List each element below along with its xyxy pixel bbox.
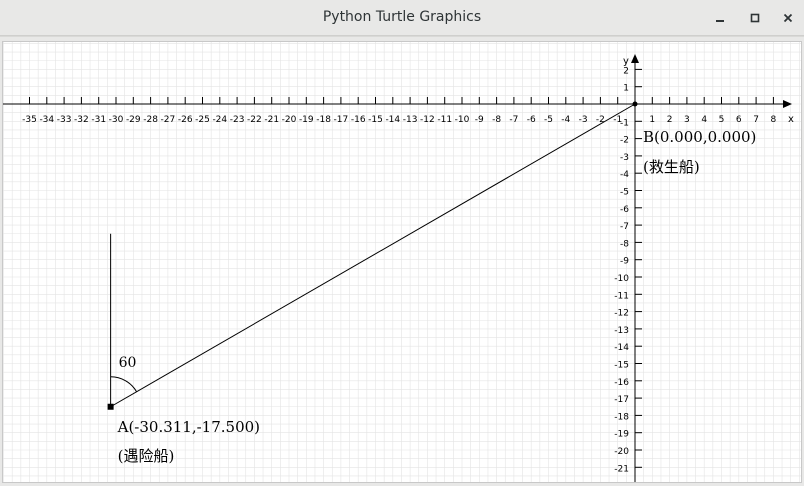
y-tick-label: -17: [614, 395, 629, 405]
x-tick-label: -4: [561, 115, 570, 125]
x-tick-label: -2: [596, 115, 605, 125]
y-tick-label: -21: [614, 464, 629, 474]
minimize-icon: [716, 20, 724, 22]
x-tick-label: -9: [475, 115, 484, 125]
angle-label: 60: [119, 355, 137, 371]
x-tick-label: -22: [247, 115, 262, 125]
x-tick-label: -17: [334, 115, 349, 125]
point-a-caption: (遇险船): [118, 447, 175, 465]
title-separator: [0, 36, 804, 41]
y-tick-label: -6: [620, 205, 629, 215]
x-tick-label: -12: [420, 115, 435, 125]
x-tick-label: -35: [22, 115, 37, 125]
x-tick-label: -29: [126, 115, 141, 125]
angle-arc: [110, 376, 138, 393]
close-icon: [783, 13, 793, 23]
y-tick-label: 2: [623, 66, 629, 76]
x-tick-label: -24: [212, 115, 227, 125]
x-tick-label: 8: [771, 115, 777, 125]
y-axis-label: y: [623, 56, 629, 67]
y-tick-label: -1: [620, 118, 629, 128]
x-tick-label: -27: [161, 115, 176, 125]
y-tick-label: -19: [614, 430, 629, 440]
x-tick-label: -3: [579, 115, 588, 125]
x-tick-label: 2: [667, 115, 673, 125]
line-a-to-b: [110, 103, 636, 408]
x-tick-label: -32: [74, 115, 89, 125]
y-tick-label: -18: [614, 412, 629, 422]
turtle-canvas[interactable]: x y -35 -34 -33 -32 -31 -30 -29 -28 -27 -26 -25 -24…: [2, 41, 802, 483]
x-tick-label: 1: [649, 115, 655, 125]
y-tick-label: -13: [614, 326, 629, 336]
x-tick-label: -23: [230, 115, 245, 125]
point-b-caption: (救生船): [643, 158, 700, 176]
x-tick-label: -13: [403, 115, 418, 125]
y-tick-label: -8: [620, 239, 629, 249]
y-tick-label: -5: [620, 188, 629, 198]
x-tick-label: -1: [613, 115, 622, 125]
x-tick-label: -16: [351, 115, 366, 125]
y-tick-label: -14: [614, 343, 629, 353]
x-tick-label: -6: [527, 115, 536, 125]
x-tick-label: -28: [143, 115, 158, 125]
y-tick-label: -10: [614, 274, 629, 284]
y-tick-label: -3: [620, 153, 629, 163]
x-tick-label: -7: [509, 115, 518, 125]
x-tick-label: -14: [385, 115, 400, 125]
y-tick-label: -9: [620, 257, 629, 267]
maximize-icon: [750, 13, 760, 23]
x-tick-label: -10: [455, 115, 470, 125]
point-a-marker: [107, 403, 114, 410]
y-tick-label: -2: [620, 136, 629, 146]
x-tick-label: -11: [437, 115, 452, 125]
x-tick-label: -18: [316, 115, 331, 125]
close-button[interactable]: [778, 8, 798, 28]
window-bottom-edge: [0, 483, 804, 486]
y-tick-label: -7: [620, 222, 629, 232]
y-tick-label: -4: [620, 170, 629, 180]
coordinate-plot: x y -35 -34 -33 -32 -31 -30 -29 -28 -27 -26 -25 -24…: [3, 42, 801, 482]
x-tick-label: -31: [91, 115, 106, 125]
x-tick-label: -30: [109, 115, 124, 125]
y-tick-label: -12: [614, 309, 629, 319]
maximize-button[interactable]: [745, 8, 765, 28]
x-tick-label: -15: [368, 115, 383, 125]
x-tick-label: 6: [736, 115, 742, 125]
x-tick-label: 5: [719, 115, 725, 125]
point-b-marker: [632, 101, 638, 107]
x-tick-label: -34: [39, 115, 54, 125]
x-tick-label: -21: [264, 115, 279, 125]
y-tick-label: -15: [614, 361, 629, 371]
y-tick-label: -20: [614, 447, 629, 457]
axis-ticks: -35 -34 -33 -32 -31 -30 -29 -28 -27 -26 -25 -24 -23-…: [22, 66, 776, 474]
turtle-drawing: 60 A(-30.311,-17.500) (遇险船) B(0.000,0.00…: [107, 101, 756, 465]
minimize-button[interactable]: [710, 8, 730, 28]
y-tick-label: 1: [623, 84, 629, 94]
x-tick-label: -5: [544, 115, 553, 125]
x-tick-label: -33: [57, 115, 72, 125]
x-tick-label: -26: [178, 115, 193, 125]
point-a-label: A(-30.311,-17.500): [117, 418, 260, 436]
title-bar[interactable]: Python Turtle Graphics: [0, 0, 804, 36]
window-title: Python Turtle Graphics: [322, 9, 482, 25]
x-tick-label: -25: [195, 115, 210, 125]
x-tick-label: 7: [753, 115, 759, 125]
y-axis-arrow: [631, 54, 639, 63]
x-tick-label: -20: [282, 115, 297, 125]
y-tick-label: -11: [614, 291, 629, 301]
x-axis-arrow: [783, 100, 792, 108]
x-tick-label: -19: [299, 115, 314, 125]
x-tick-label: 4: [701, 115, 707, 125]
y-tick-label: -16: [614, 378, 629, 388]
point-b-label: B(0.000,0.000): [643, 128, 756, 146]
x-axis-label: x: [788, 114, 794, 125]
axes: x y: [3, 54, 794, 482]
x-tick-label: -8: [492, 115, 501, 125]
x-tick-label: 3: [684, 115, 690, 125]
